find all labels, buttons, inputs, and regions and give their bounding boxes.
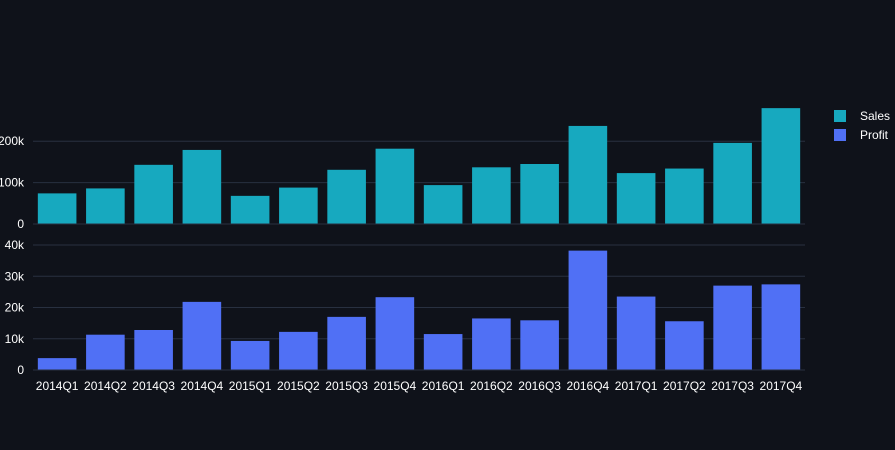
- profit-bar: [713, 285, 752, 370]
- xtick-label: 2014Q2: [84, 379, 127, 393]
- xtick-label: 2017Q3: [711, 379, 754, 393]
- legend-swatch-sales: [834, 109, 846, 122]
- legend-label-sales: Sales: [860, 108, 891, 123]
- xtick-label: 2017Q2: [663, 379, 706, 393]
- profit-bar: [568, 250, 608, 370]
- xtick-label: 2015Q4: [374, 379, 417, 393]
- xtick-label: 2016Q3: [518, 379, 561, 393]
- sales-bar: [375, 148, 415, 224]
- sales-bar: [472, 167, 511, 224]
- profit-bar: [520, 320, 559, 370]
- sales-bar: [134, 164, 173, 224]
- sales-bar: [279, 187, 318, 224]
- xtick-label: 2016Q2: [470, 379, 513, 393]
- xtick-label: 2014Q1: [36, 379, 79, 393]
- legend-item-profit[interactable]: Profit: [834, 125, 890, 144]
- profit-bar: [37, 358, 77, 370]
- profit-bar: [86, 334, 125, 370]
- sales-ytick-label: 0: [17, 217, 24, 231]
- sales-bar: [665, 168, 704, 224]
- sales-bar: [713, 142, 752, 224]
- profit-ytick-label: 40k: [5, 238, 25, 252]
- profit-bar: [134, 330, 173, 370]
- xtick-label: 2017Q4: [760, 379, 803, 393]
- sales-bar: [761, 108, 801, 224]
- sales-bar: [568, 125, 608, 224]
- profit-ytick-label: 30k: [5, 269, 25, 283]
- sales-bar: [37, 193, 77, 224]
- legend-swatch-profit: [834, 128, 846, 141]
- sales-bar: [616, 173, 656, 224]
- legend: Sales Profit: [834, 106, 890, 144]
- profit-bar: [327, 316, 366, 370]
- xtick-label: 2017Q1: [615, 379, 658, 393]
- sales-ytick-label: 100k: [0, 176, 25, 190]
- xtick-label: 2015Q2: [277, 379, 320, 393]
- profit-bar: [761, 284, 801, 370]
- sales-bar: [86, 188, 125, 224]
- profit-bar: [279, 331, 318, 370]
- xtick-label: 2014Q4: [181, 379, 224, 393]
- profit-bar: [230, 340, 270, 370]
- profit-bar: [665, 321, 704, 370]
- xtick-label: 2015Q3: [325, 379, 368, 393]
- sales-bar: [327, 169, 366, 224]
- sales-ytick-label: 200k: [0, 134, 25, 148]
- profit-bar: [616, 296, 656, 370]
- xtick-label: 2016Q1: [422, 379, 465, 393]
- profit-bar: [472, 318, 511, 370]
- legend-label-profit: Profit: [860, 127, 889, 142]
- profit-ytick-label: 20k: [5, 301, 25, 315]
- legend-item-sales[interactable]: Sales: [834, 106, 890, 125]
- sales-bar: [520, 164, 559, 224]
- profit-bar: [182, 301, 222, 370]
- profit-ytick-label: 0: [17, 363, 24, 377]
- xtick-label: 2015Q1: [229, 379, 272, 393]
- sales-bar: [182, 149, 222, 224]
- xtick-label: 2016Q4: [567, 379, 610, 393]
- profit-ytick-label: 10k: [5, 332, 25, 346]
- xtick-label: 2014Q3: [132, 379, 175, 393]
- sales-bar: [230, 195, 270, 224]
- profit-bar: [423, 334, 463, 370]
- profit-bar: [375, 297, 415, 370]
- sales-bar: [423, 185, 463, 224]
